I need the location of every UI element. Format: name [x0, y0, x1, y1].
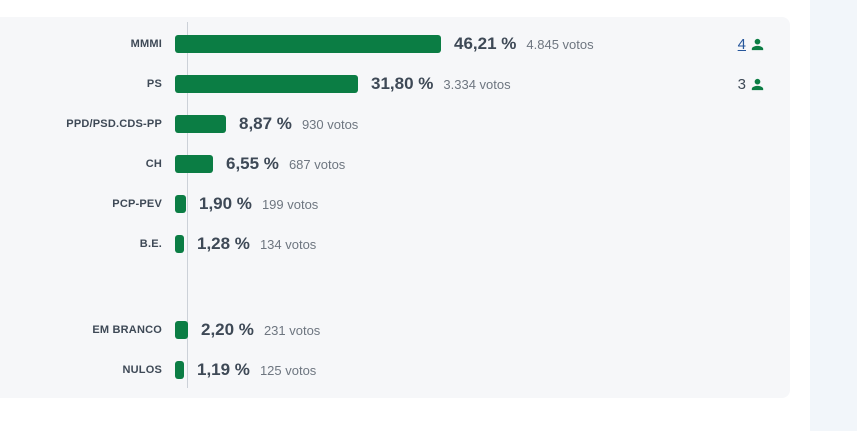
percent-value: 2,20 % — [201, 320, 254, 339]
mandates-indicator: 3 — [738, 76, 766, 93]
right-side-panel — [810, 0, 857, 431]
result-bar[interactable] — [175, 195, 186, 213]
mandates-count: 3 — [737, 75, 746, 93]
chart-row: B.E. 1,28 % 134 votos — [0, 224, 766, 264]
percent-value: 1,19 % — [197, 360, 250, 379]
chart-row: PS 31,80 % 3.334 votos 3 — [0, 64, 766, 104]
percent-value: 1,90 % — [199, 194, 252, 213]
chart-section-gap — [0, 264, 766, 310]
percent-value: 8,87 % — [239, 114, 292, 133]
votes-value: 134 votos — [259, 236, 317, 252]
percent-value: 6,55 % — [226, 154, 279, 173]
result-bar[interactable] — [175, 155, 213, 173]
results-chart-card: MMMI 46,21 % 4.845 votos 4 PS 31,80 % 3.… — [0, 17, 790, 398]
chart-row: PPD/PSD.CDS-PP 8,87 % 930 votos — [0, 104, 766, 144]
votes-value: 3.334 votos — [443, 76, 511, 92]
votes-value: 930 votos — [301, 116, 359, 132]
chart-row: CH 6,55 % 687 votos — [0, 144, 766, 184]
party-label: NULOS — [122, 364, 162, 376]
result-bar[interactable] — [175, 115, 226, 133]
person-icon — [749, 76, 766, 93]
party-label: PS — [146, 78, 162, 90]
person-icon-svg — [751, 38, 764, 50]
percent-value: 1,28 % — [197, 234, 250, 253]
votes-value: 4.845 votos — [526, 36, 594, 52]
mandates-indicator: 4 — [738, 36, 766, 53]
chart-row: PCP-PEV 1,90 % 199 votos — [0, 184, 766, 224]
party-label: MMMI — [130, 38, 162, 50]
party-label: EM BRANCO — [92, 324, 162, 336]
person-icon — [749, 36, 766, 53]
votes-value: 199 votos — [261, 196, 319, 212]
party-label: PPD/PSD.CDS-PP — [66, 118, 162, 130]
result-bar[interactable] — [175, 75, 358, 93]
person-icon-svg — [751, 78, 764, 90]
party-label: B.E. — [139, 238, 162, 250]
party-label: PCP-PEV — [112, 198, 162, 210]
party-label: CH — [145, 158, 162, 170]
votes-value: 687 votos — [288, 156, 346, 172]
result-bar[interactable] — [175, 235, 184, 253]
result-bar[interactable] — [175, 321, 188, 339]
result-bar[interactable] — [175, 35, 441, 53]
mandates-count[interactable]: 4 — [737, 35, 746, 53]
votes-value: 125 votos — [259, 362, 317, 378]
chart-row: EM BRANCO 2,20 % 231 votos — [0, 310, 766, 350]
chart-row: NULOS 1,19 % 125 votos — [0, 350, 766, 390]
chart-rows: MMMI 46,21 % 4.845 votos 4 PS 31,80 % 3.… — [0, 24, 766, 390]
percent-value: 31,80 % — [371, 74, 434, 93]
result-bar[interactable] — [175, 361, 184, 379]
chart-baseline-axis — [187, 22, 188, 388]
percent-value: 46,21 % — [454, 34, 517, 53]
votes-value: 231 votos — [263, 322, 321, 338]
chart-row: MMMI 46,21 % 4.845 votos 4 — [0, 24, 766, 64]
